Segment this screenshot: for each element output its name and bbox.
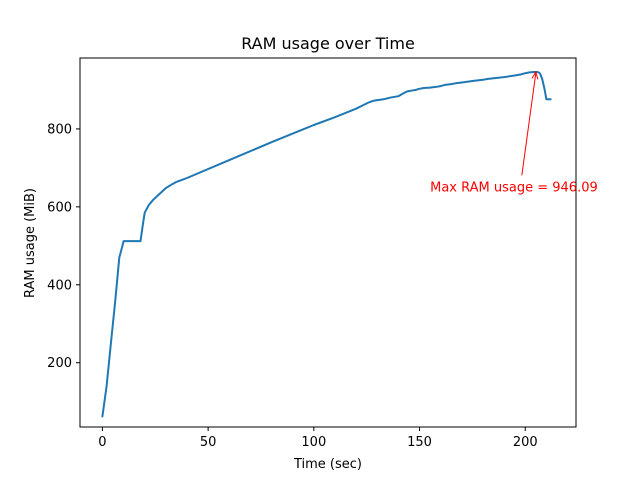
y-tick-label: 800 [47, 122, 72, 137]
x-tick-label: 150 [407, 435, 432, 450]
annotation-arrow-line [521, 72, 537, 176]
x-axis-title: Time (sec) [293, 457, 362, 472]
x-tick-label: 0 [98, 435, 106, 450]
x-tick-label: 100 [301, 435, 326, 450]
x-tick-label: 50 [200, 435, 217, 450]
y-tick-label: 200 [47, 356, 72, 371]
plot-layer: 0 50 100 150 200 200 400 600 800 Max RAM usage = … [47, 57, 598, 450]
x-tick-label: 200 [513, 435, 538, 450]
chart-title: RAM usage over Time [241, 34, 415, 53]
y-axis-title: RAM usage (MiB) [23, 188, 38, 298]
annotation-arrow-head [531, 70, 539, 80]
y-tick-label: 400 [47, 278, 72, 293]
annotation-label: Max RAM usage = 946.09 [430, 180, 598, 195]
y-tick-label: 600 [47, 200, 72, 215]
plot-frame [79, 57, 577, 428]
series-line [101, 71, 552, 418]
